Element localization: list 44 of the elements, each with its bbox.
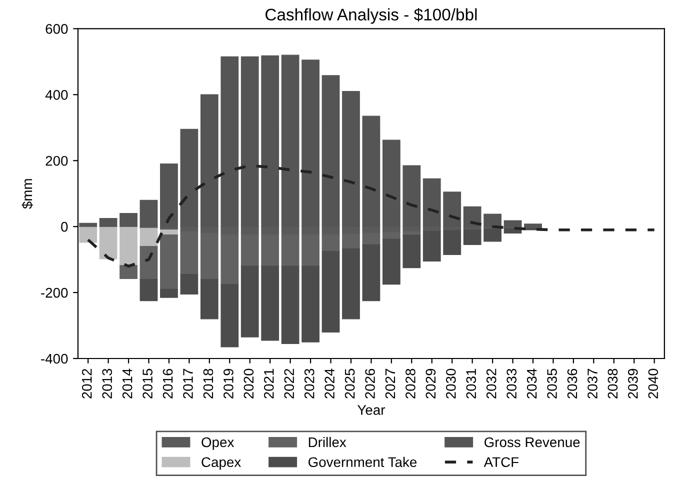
x-tick-label: 2020 — [244, 368, 254, 398]
x-axis-title: Year — [357, 405, 386, 415]
y-tick-label: 200 — [46, 156, 68, 166]
x-tick-label: 2018 — [203, 368, 214, 398]
x-tick-label: 2017 — [183, 368, 193, 398]
x-tick-label: 2013 — [102, 368, 112, 398]
legend-label: ATCF — [484, 457, 519, 468]
x-tick-label: 2035 — [547, 368, 557, 398]
x-tick-label: 2033 — [506, 368, 516, 398]
x-tick-label: 2036 — [567, 368, 578, 398]
legend-label: Government Take — [308, 456, 417, 468]
x-tick-label: 2037 — [588, 368, 598, 398]
x-tick-label: 2026 — [365, 368, 375, 398]
x-tick-label: 2032 — [486, 368, 496, 398]
legend-label: Drillex — [308, 436, 346, 448]
x-tick-label: 2021 — [264, 368, 274, 398]
x-tick-label: 2019 — [224, 368, 234, 398]
x-tick-label: 2031 — [466, 368, 476, 398]
x-tick-label: 2040 — [648, 368, 658, 398]
x-tick-label: 2022 — [284, 368, 294, 398]
y-tick-label: 400 — [45, 90, 68, 100]
y-tick-label: 0 — [61, 222, 68, 232]
x-tick-label: 2025 — [344, 368, 355, 398]
y-tick-label: -400 — [41, 354, 68, 364]
x-tick-label: 2023 — [304, 368, 314, 398]
y-axis-title: $mm — [22, 179, 33, 209]
x-tick-label: 2027 — [385, 368, 396, 398]
x-tick-label: 2029 — [426, 368, 436, 398]
y-tick-label: -200 — [41, 288, 68, 298]
legend-label: Capex — [202, 457, 241, 470]
x-tick-label: 2030 — [446, 368, 456, 398]
x-tick-label: 2034 — [526, 368, 537, 398]
x-tick-label: 2012 — [82, 368, 92, 398]
x-tick-label: 2016 — [162, 368, 173, 398]
x-tick-label: 2024 — [324, 368, 334, 398]
x-tick-label: 2028 — [406, 368, 416, 398]
x-tick-label: 2014 — [122, 368, 132, 398]
x-tick-label: 2039 — [628, 368, 638, 398]
legend-label: Gross Revenue — [484, 437, 580, 448]
x-tick-label: 2015 — [142, 368, 152, 398]
chart-title: Cashflow Analysis - $100/bbl — [266, 8, 477, 24]
x-tick-label: 2038 — [608, 368, 618, 398]
legend-label: Opex — [202, 437, 234, 450]
y-tick-label: 600 — [46, 24, 68, 34]
